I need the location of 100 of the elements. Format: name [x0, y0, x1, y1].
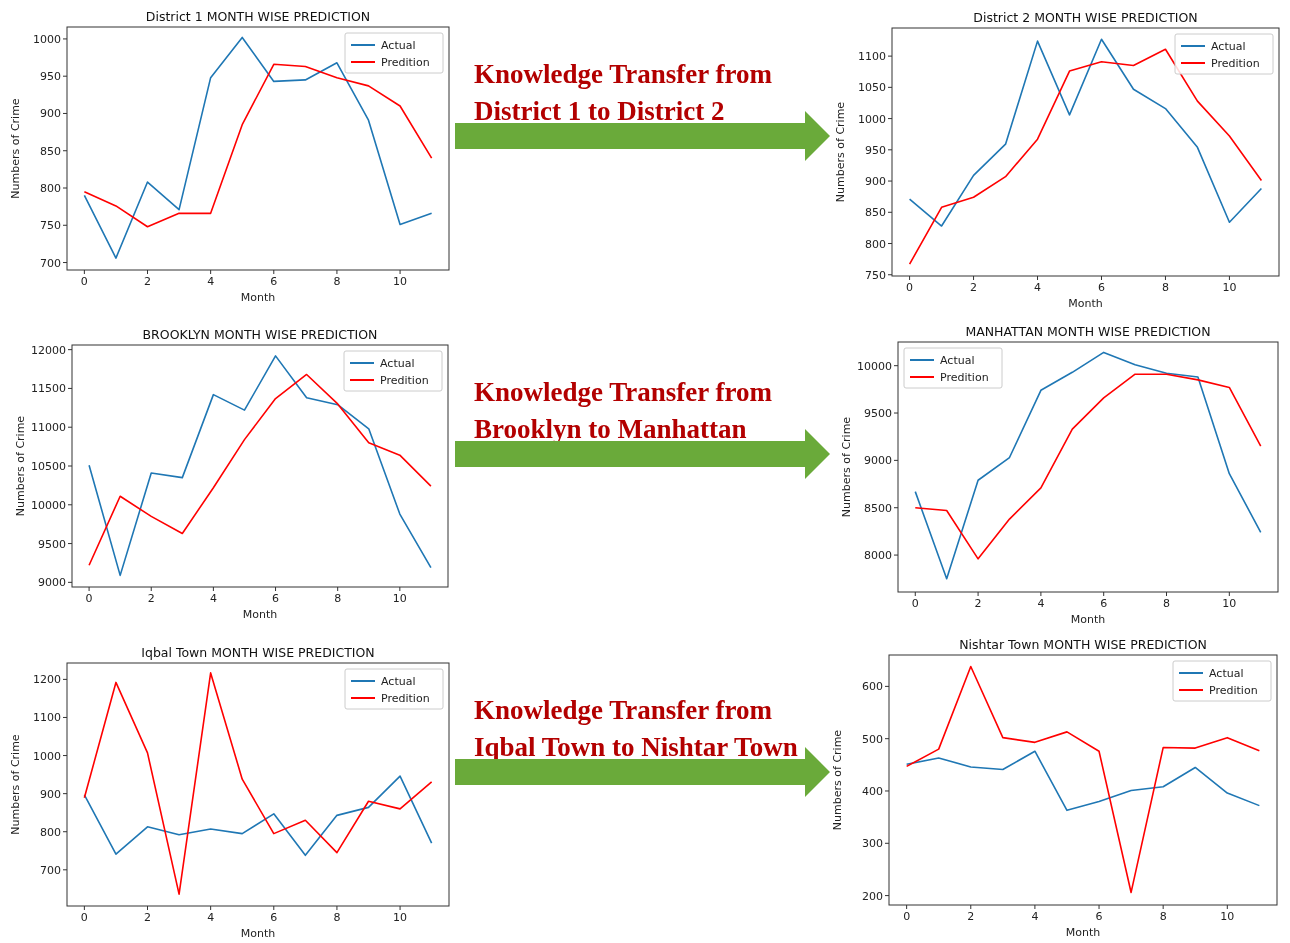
- chart-title: Iqbal Town MONTH WISE PREDICTION: [141, 645, 375, 660]
- x-tick-label: 10: [1220, 910, 1235, 923]
- x-tick-label: 2: [144, 911, 151, 924]
- legend-label: Predition: [381, 56, 430, 69]
- text: Knowledge Transfer from: [474, 59, 773, 89]
- legend-label: Predition: [380, 374, 429, 387]
- x-axis-title: Month: [240, 291, 276, 304]
- line-series: [83, 36, 433, 259]
- y-tick-label: 9500: [864, 407, 892, 421]
- y-tick-label: 8500: [864, 501, 892, 515]
- line-series: [908, 48, 1263, 265]
- x-axis-title: Month: [240, 927, 276, 940]
- x-tick-label: 0: [85, 592, 93, 605]
- x-tick-label: 6: [1100, 597, 1108, 610]
- y-tick-label: 11000: [31, 421, 66, 435]
- x-tick-label: 8: [1163, 597, 1171, 610]
- x-axis-title: Month: [1065, 926, 1101, 939]
- x-tick-label: 0: [911, 597, 919, 610]
- y-tick-label: 8000: [864, 549, 892, 563]
- y-tick-label: 1100: [858, 50, 886, 64]
- x-tick-label: 6: [270, 275, 278, 288]
- y-tick-label: 11500: [31, 382, 66, 396]
- line-series: [908, 38, 1263, 227]
- x-tick-label: 8: [333, 911, 341, 924]
- chart-title: Nishtar Town MONTH WISE PREDICTION: [959, 637, 1207, 652]
- y-tick-label: 900: [865, 175, 886, 189]
- y-tick-label: 950: [865, 143, 886, 157]
- legend-label: Actual: [940, 354, 975, 367]
- x-tick-label: 4: [207, 911, 215, 924]
- x-tick-label: 2: [967, 910, 975, 923]
- x-tick-label: 0: [906, 281, 914, 294]
- x-axis-title: Month: [242, 608, 278, 621]
- text: Brooklyn to Manhattan: [474, 414, 747, 444]
- y-tick-label: 1000: [858, 112, 886, 126]
- text: Iqbal Town to Nishtar Town: [474, 732, 798, 762]
- y-axis-title: Numbers of Crime: [9, 98, 22, 199]
- y-tick-label: 1100: [33, 711, 61, 725]
- x-tick-label: 0: [903, 910, 911, 923]
- x-tick-label: 4: [209, 592, 217, 605]
- y-tick-label: 10500: [31, 460, 66, 473]
- line-series: [905, 665, 1261, 894]
- line-series: [914, 373, 1262, 560]
- y-tick-label: 800: [40, 182, 61, 196]
- text: Knowledge Transfer from: [474, 695, 773, 725]
- x-tick-label: 4: [207, 275, 215, 288]
- y-tick-label: 1200: [33, 673, 61, 687]
- legend-label: Actual: [1211, 40, 1246, 53]
- legend-label: Actual: [380, 357, 415, 370]
- chart-title: MANHATTAN MONTH WISE PREDICTION: [965, 324, 1211, 339]
- legend-label: Predition: [940, 371, 989, 384]
- x-tick-label: 2: [970, 281, 978, 294]
- y-axis-title: Numbers of Crime: [840, 416, 853, 518]
- y-tick-label: 500: [862, 732, 883, 746]
- x-tick-label: 10: [392, 592, 407, 605]
- text: District 1 to District 2: [474, 96, 725, 126]
- legend-label: Actual: [381, 675, 416, 688]
- y-tick-label: 850: [40, 144, 61, 158]
- y-tick-label: 700: [40, 863, 61, 877]
- chart-title: BROOKLYN MONTH WISE PREDICTION: [142, 327, 378, 342]
- y-tick-label: 950: [40, 70, 61, 84]
- legend-label: Actual: [1209, 667, 1244, 680]
- legend-label: Predition: [1211, 57, 1260, 70]
- x-tick-label: 6: [1095, 910, 1103, 923]
- line-series: [83, 672, 433, 895]
- y-tick-label: 9000: [38, 576, 66, 590]
- x-tick-label: 10: [393, 275, 408, 288]
- y-tick-label: 9500: [38, 537, 66, 551]
- y-tick-label: 10000: [31, 498, 66, 512]
- legend-label: Predition: [1209, 684, 1258, 697]
- y-tick-label: 750: [865, 268, 886, 282]
- y-tick-label: 12000: [31, 343, 66, 357]
- y-tick-label: 9000: [864, 454, 892, 468]
- x-tick-label: 8: [1161, 281, 1169, 294]
- x-tick-label: 10: [393, 911, 408, 924]
- y-tick-label: 300: [862, 837, 883, 851]
- x-tick-label: 0: [80, 911, 88, 924]
- y-tick-label: 10000: [857, 359, 892, 373]
- x-tick-label: 4: [1034, 281, 1042, 294]
- x-tick-label: 4: [1031, 910, 1039, 923]
- y-tick-label: 800: [865, 237, 886, 251]
- chart-title: District 1 MONTH WISE PREDICTION: [145, 9, 371, 24]
- chart-title: District 2 MONTH WISE PREDICTION: [973, 10, 1198, 25]
- y-axis-title: Numbers of Crime: [834, 101, 847, 203]
- x-tick-label: 4: [1037, 597, 1045, 610]
- legend-label: Predition: [381, 692, 430, 705]
- x-tick-label: 6: [270, 911, 278, 924]
- y-tick-label: 1000: [33, 749, 61, 763]
- x-tick-label: 6: [1097, 281, 1105, 294]
- x-tick-label: 2: [974, 597, 982, 610]
- x-tick-label: 2: [144, 275, 151, 288]
- y-axis-title: Numbers of Crime: [831, 729, 844, 831]
- y-tick-label: 800: [40, 825, 61, 839]
- x-tick-label: 8: [334, 592, 342, 605]
- text: Knowledge Transfer from: [474, 377, 773, 407]
- y-tick-label: 700: [40, 256, 61, 270]
- legend-label: Actual: [381, 39, 416, 52]
- y-tick-label: 1000: [33, 32, 61, 46]
- line-series: [905, 750, 1261, 812]
- x-axis-title: Month: [1070, 613, 1106, 626]
- y-axis-title: Numbers of Crime: [9, 734, 22, 835]
